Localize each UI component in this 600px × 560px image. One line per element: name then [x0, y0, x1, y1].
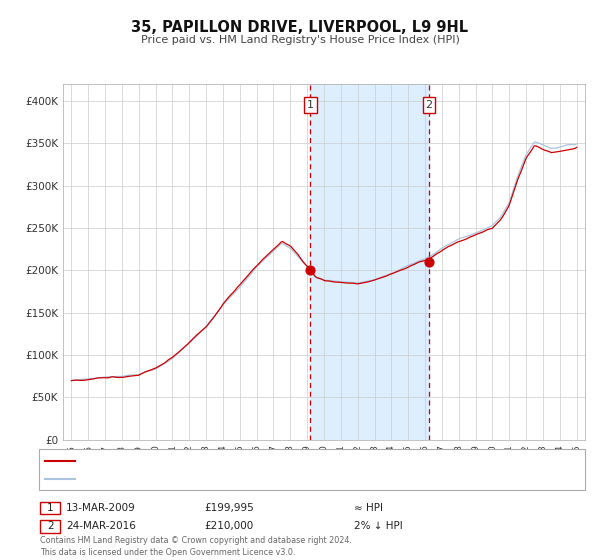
Point: [305, 266, 315, 275]
Text: Contains HM Land Registry data © Crown copyright and database right 2024.
This d: Contains HM Land Registry data © Crown c…: [40, 536, 352, 557]
Text: 35, PAPILLON DRIVE, LIVERPOOL, L9 9HL (detached house): 35, PAPILLON DRIVE, LIVERPOOL, L9 9HL (d…: [78, 456, 367, 465]
Text: HPI: Average price, detached house, Liverpool: HPI: Average price, detached house, Live…: [78, 474, 304, 483]
Text: 2: 2: [47, 521, 53, 531]
Text: 2: 2: [425, 100, 433, 110]
Text: 35, PAPILLON DRIVE, LIVERPOOL, L9 9HL: 35, PAPILLON DRIVE, LIVERPOOL, L9 9HL: [131, 20, 469, 35]
Text: 2% ↓ HPI: 2% ↓ HPI: [354, 521, 403, 531]
Text: ≈ HPI: ≈ HPI: [354, 503, 383, 513]
Point: [424, 258, 434, 267]
Text: £210,000: £210,000: [204, 521, 253, 531]
Text: 1: 1: [307, 100, 314, 110]
Text: Price paid vs. HM Land Registry's House Price Index (HPI): Price paid vs. HM Land Registry's House …: [140, 35, 460, 45]
Text: 24-MAR-2016: 24-MAR-2016: [66, 521, 136, 531]
Text: 1: 1: [47, 503, 53, 513]
Bar: [310, 84, 429, 440]
Text: 13-MAR-2009: 13-MAR-2009: [66, 503, 136, 513]
Text: £199,995: £199,995: [204, 503, 254, 513]
